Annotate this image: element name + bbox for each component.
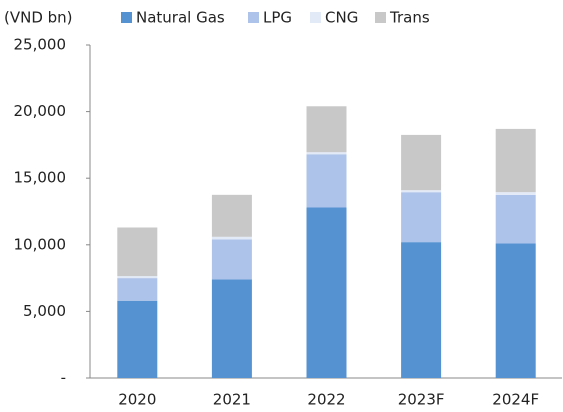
y-tick-label: 15,000 (14, 169, 67, 187)
bar-segment (117, 300, 158, 378)
bar-segment (306, 106, 347, 153)
bar-segment (495, 194, 536, 244)
legend-swatch (121, 12, 132, 23)
bar-segment (211, 279, 252, 378)
bar-segment (211, 239, 252, 280)
bar-segment (401, 192, 442, 243)
legend-swatch (248, 12, 259, 23)
bar-segment (401, 190, 442, 193)
x-tick-label: 2022 (307, 391, 345, 409)
bar-segment (495, 128, 536, 193)
bar-segment (117, 276, 158, 279)
legend-swatch (375, 12, 386, 23)
y-axis-label: (VND bn) (4, 9, 73, 27)
bar-segment (211, 236, 252, 240)
bar-segment (117, 227, 158, 277)
y-tick-label: - (61, 369, 66, 387)
legend-label: Natural Gas (136, 9, 225, 27)
legend-label: LPG (263, 9, 292, 27)
y-tick-label: 25,000 (14, 36, 67, 54)
y-tick-label: 20,000 (14, 102, 67, 120)
bar-segment (306, 152, 347, 155)
bar-segment (495, 243, 536, 378)
bar-segment (401, 134, 442, 191)
x-tick-label: 2020 (118, 391, 156, 409)
legend-label: CNG (325, 9, 358, 27)
legend-swatch (310, 12, 321, 23)
bar-segment (306, 154, 347, 208)
x-tick-label: 2023F (398, 391, 445, 409)
bar-segment (401, 242, 442, 378)
x-tick-label: 2021 (213, 391, 251, 409)
y-tick-label: 10,000 (14, 235, 67, 253)
bar-segment (306, 207, 347, 378)
y-tick-label: 5,000 (23, 302, 66, 320)
legend-label: Trans (389, 9, 430, 27)
bar-segment (211, 194, 252, 237)
bar-segment (495, 192, 536, 195)
x-tick-label: 2024F (492, 391, 539, 409)
bar-segment (117, 278, 158, 301)
